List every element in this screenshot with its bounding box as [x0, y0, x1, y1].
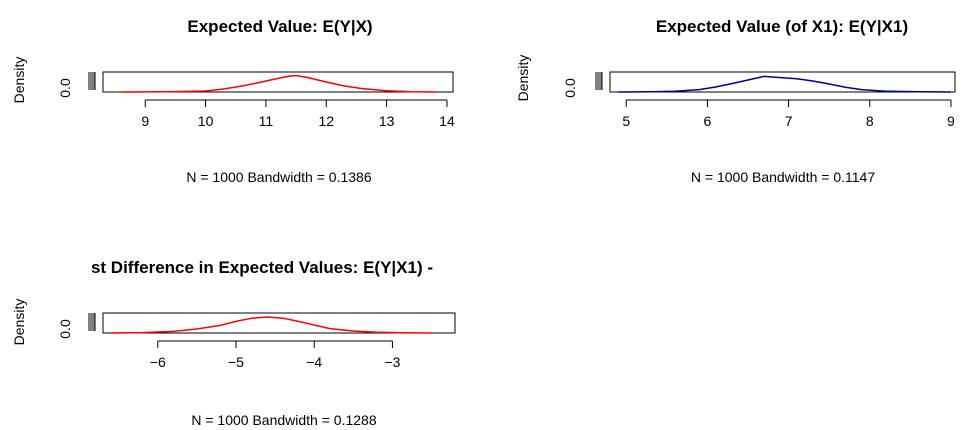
- x-tick-label: −3: [384, 354, 400, 370]
- x-tick-label: 9: [141, 113, 149, 129]
- plot-frame: [102, 71, 454, 93]
- x-tick-label: 12: [318, 113, 334, 129]
- chart-panel-2: Expected Value (of X1): E(Y|X1) 5 6 7 8 9 0.0 D…: [515, 17, 956, 185]
- x-tick-label: 8: [866, 113, 874, 129]
- x-tick-label: 10: [198, 113, 214, 129]
- y-tick-label: 0.0: [57, 78, 73, 98]
- x-tick-label: −6: [150, 354, 166, 370]
- chart-title: Expected Value (of X1): E(Y|X1): [656, 17, 908, 36]
- x-axis-label: N = 1000 Bandwidth = 0.1147: [691, 169, 875, 185]
- y-axis-label: Density: [11, 299, 27, 346]
- x-tick-label: 6: [704, 113, 712, 129]
- x-tick-label: 9: [947, 113, 955, 129]
- x-tick-label: −4: [306, 354, 322, 370]
- chart-title: Expected Value: E(Y|X): [187, 17, 372, 36]
- plot-frame: [102, 312, 456, 334]
- x-tick-label: 14: [439, 113, 455, 129]
- density-curve: [110, 316, 432, 334]
- plot-frame: [609, 71, 956, 93]
- y-axis-label: Density: [11, 57, 27, 104]
- y-axis-label: Density: [515, 55, 531, 102]
- chart-title: st Difference in Expected Values: E(Y|X1…: [91, 258, 433, 277]
- y-tick-label: 0.0: [57, 319, 73, 339]
- x-tick-label: 7: [785, 113, 793, 129]
- x-axis-label: N = 1000 Bandwidth = 0.1288: [191, 412, 376, 428]
- x-tick-label: 11: [259, 113, 274, 129]
- x-tick-label: 13: [379, 113, 395, 129]
- x-axis-label: N = 1000 Bandwidth = 0.1386: [186, 169, 371, 185]
- x-tick-label: 5: [622, 113, 630, 129]
- chart-panel-1: Expected Value: E(Y|X) 9 10 11 12 13 14 0.0 Dens…: [11, 17, 455, 185]
- x-tick-label: −5: [228, 354, 244, 370]
- density-curve: [121, 74, 435, 93]
- chart-panel-3: st Difference in Expected Values: E(Y|X1…: [11, 258, 456, 428]
- density-curve: [618, 75, 951, 93]
- y-tick-label: 0.0: [562, 78, 578, 98]
